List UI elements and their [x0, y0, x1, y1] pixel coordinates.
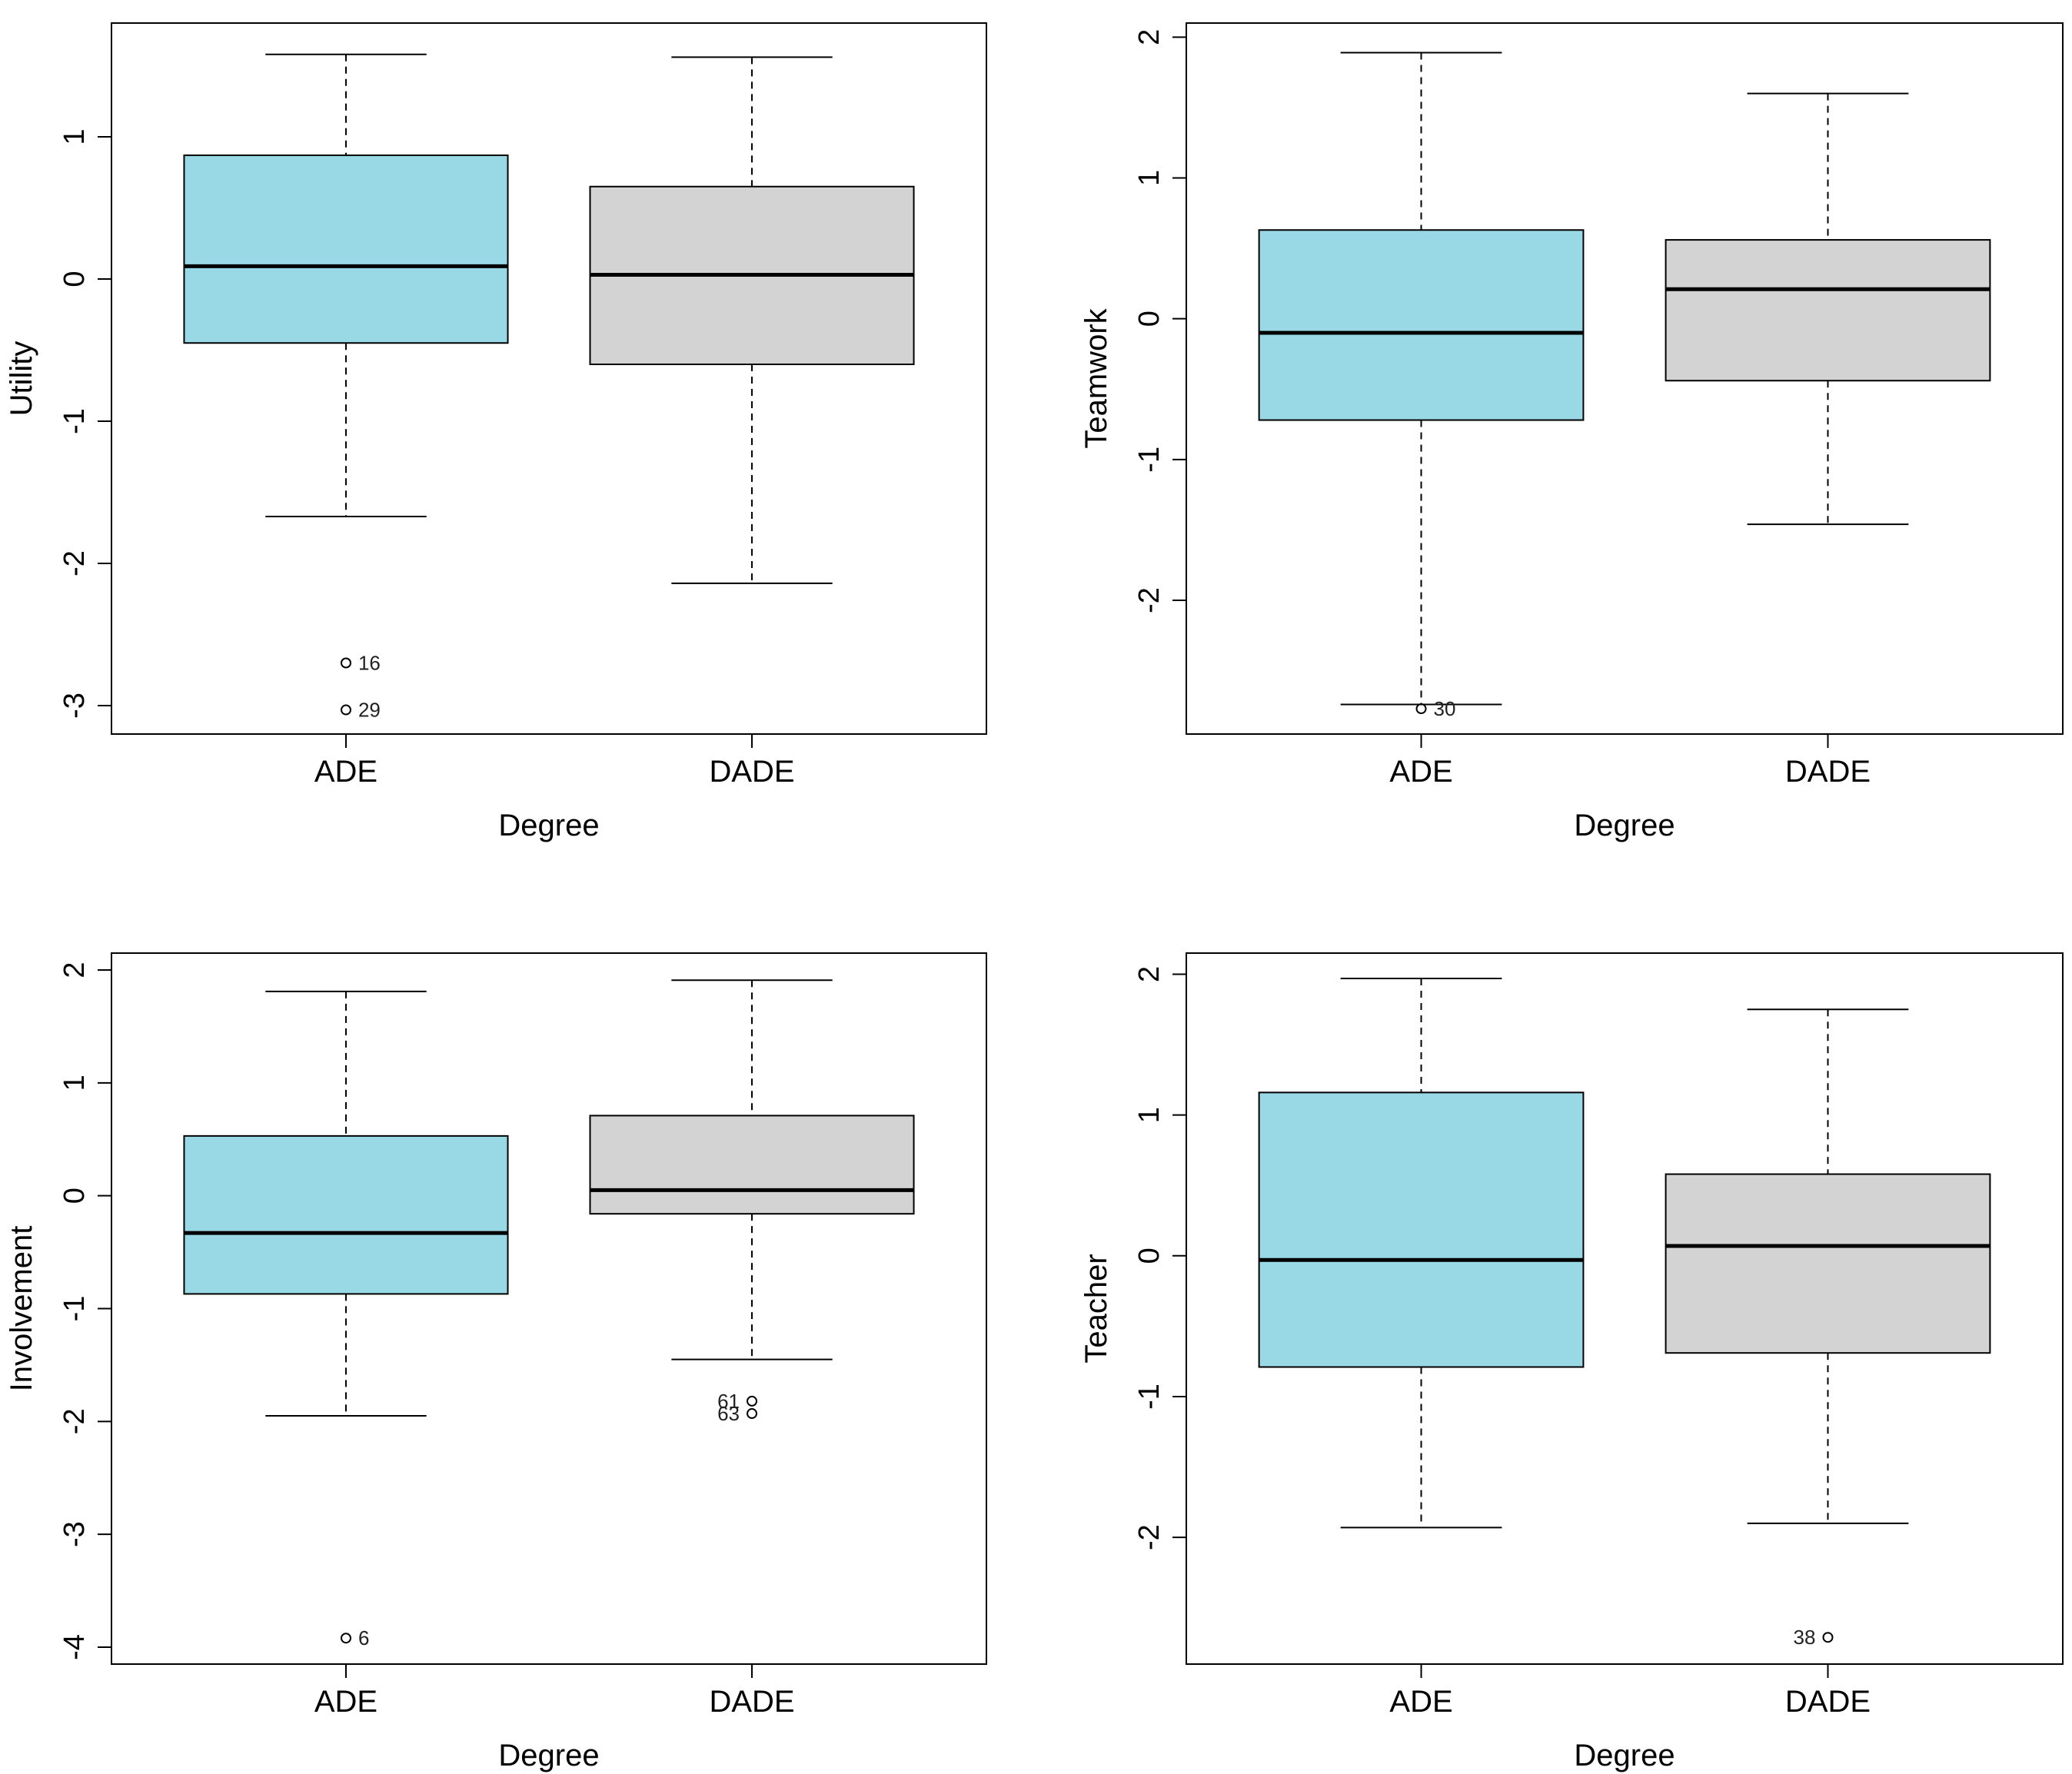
y-tick-label: -2: [58, 1408, 91, 1434]
y-tick-label: 1: [1133, 1107, 1166, 1123]
box-ade: [1258, 977, 1585, 1529]
box-dade: [589, 56, 915, 584]
x-tick-label: DADE: [709, 755, 794, 789]
y-tick-label: -3: [58, 693, 91, 719]
y-axis-title: Utility: [5, 341, 38, 417]
y-tick-label: 2: [58, 962, 91, 978]
x-tick-label: ADE: [1389, 1685, 1452, 1719]
y-axis-title: Teacher: [1079, 1254, 1113, 1363]
outlier-point: [340, 1633, 351, 1644]
outlier-point: [747, 1408, 758, 1420]
x-tick-label: DADE: [1785, 755, 1871, 789]
y-tick-label: -1: [58, 408, 91, 434]
outlier-point: [747, 1395, 758, 1407]
y-tick-label: 0: [1133, 1247, 1166, 1264]
iqr-box: [1258, 1091, 1585, 1368]
plot-frame: [111, 952, 987, 1665]
y-tick-label: 0: [58, 1188, 91, 1204]
y-tick-label: 2: [1133, 29, 1166, 45]
y-axis-title: Teamwork: [1079, 307, 1113, 448]
outlier-point: [340, 704, 351, 716]
y-tick-label: -1: [1133, 447, 1166, 473]
y-tick-label: -1: [58, 1296, 91, 1322]
y-tick-label: 1: [1133, 170, 1166, 186]
outlier-label: 38: [1794, 1626, 1816, 1649]
y-tick-label: 0: [58, 271, 91, 287]
outlier-point: [1415, 703, 1427, 715]
outlier-point: [340, 657, 351, 669]
iqr-box: [1665, 1173, 1991, 1354]
x-tick-label: ADE: [314, 1685, 377, 1719]
outlier-label: 63: [717, 1402, 740, 1425]
iqr-box: [589, 1115, 915, 1215]
box-ade: 6: [183, 990, 509, 1649]
y-axis-title: Involvement: [5, 1226, 38, 1392]
y-tick-label: -2: [1133, 1524, 1166, 1550]
iqr-box: [183, 154, 509, 344]
x-tick-label: ADE: [1389, 755, 1452, 789]
panel-teacher: 2 1 0 -1 -2 ADE DADE Degree Teacher 38: [1079, 952, 2064, 1772]
plot-frame: [1186, 952, 2064, 1665]
iqr-box: [1258, 229, 1585, 421]
y-tick-label: 2: [1133, 966, 1166, 982]
x-tick-label: DADE: [709, 1685, 794, 1719]
plot-frame: [1186, 22, 2064, 735]
x-axis-title: Degree: [498, 809, 599, 842]
outlier-label: 6: [358, 1626, 369, 1649]
y-tick-label: -4: [58, 1634, 91, 1660]
y-tick-label: 1: [58, 128, 91, 145]
outlier-label: 30: [1434, 697, 1456, 720]
x-tick-label: ADE: [314, 755, 377, 789]
outlier-label: 61: [717, 1390, 740, 1413]
panel-teamwork: 2 1 0 -1 -2 ADE DADE Degree Teamwork 30: [1079, 22, 2064, 842]
outlier-label: 29: [358, 699, 381, 722]
x-axis-title: Degree: [1574, 809, 1675, 842]
iqr-box: [1665, 239, 1991, 382]
x-axis-title: Degree: [498, 1739, 599, 1772]
plot-frame: [111, 22, 987, 735]
y-tick-label: 0: [1133, 311, 1166, 327]
x-axis-title: Degree: [1574, 1739, 1675, 1772]
outlier-point: [1822, 1632, 1834, 1643]
x-tick-label: DADE: [1785, 1685, 1871, 1719]
y-tick-label: 1: [58, 1075, 91, 1091]
box-dade: 38: [1665, 1008, 1991, 1649]
y-tick-label: -1: [1133, 1384, 1166, 1410]
box-dade: [1665, 92, 1991, 526]
box-ade: 30: [1258, 51, 1585, 720]
y-tick-label: -2: [1133, 587, 1166, 613]
y-tick-label: -3: [58, 1521, 91, 1547]
y-tick-label: -2: [58, 550, 91, 576]
outlier-label: 16: [358, 652, 381, 675]
iqr-box: [183, 1134, 509, 1295]
